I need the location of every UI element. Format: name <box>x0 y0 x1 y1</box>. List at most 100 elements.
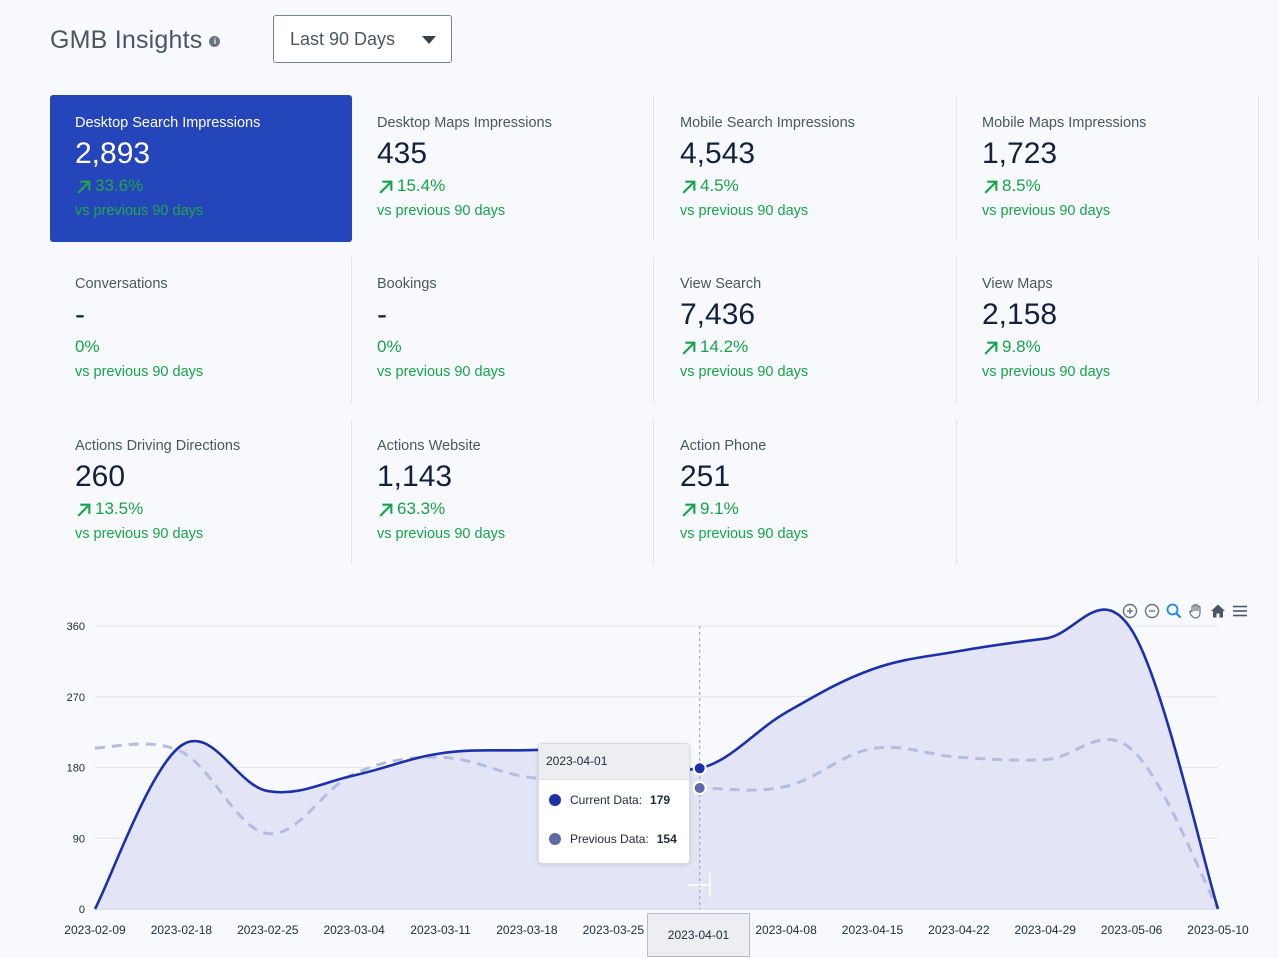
card-change: 14.2% <box>680 337 931 357</box>
card-change-value: 14.2% <box>700 337 749 356</box>
home-reset-icon[interactable] <box>1209 602 1227 620</box>
card-change: 9.8% <box>982 337 1233 357</box>
card-label: Action Phone <box>680 438 767 454</box>
metric-card-conversations[interactable]: Conversations - 0% vs previous 90 days <box>50 257 352 403</box>
page-title: GMB Insights <box>50 25 203 54</box>
metric-card-action-phone[interactable]: Action Phone 251 9.1% vs previous 90 days <box>655 419 957 565</box>
card-label: Desktop Search Impressions <box>75 115 261 131</box>
card-comparison-label: vs previous 90 days <box>680 203 809 219</box>
trend-up-arrow-icon <box>682 341 696 355</box>
trend-up-arrow-icon <box>379 503 393 517</box>
metric-card-view-search[interactable]: View Search 7,436 14.2% vs previous 90 days <box>655 257 957 403</box>
zoom-select-icon[interactable] <box>1165 602 1183 620</box>
card-change: 0% <box>377 337 628 357</box>
x-tick-label: 2023-04-08 <box>755 923 817 937</box>
x-tick-label: 2023-05-06 <box>1101 923 1163 937</box>
crosshair-x-label: 2023-04-01 <box>647 913 750 957</box>
card-value: 435 <box>377 137 428 170</box>
info-icon[interactable]: i <box>209 35 221 47</box>
date-range-select[interactable]: Last 90 Days <box>273 15 452 63</box>
tooltip-current-colon: : <box>638 792 643 807</box>
y-tick-label: 360 <box>67 621 85 633</box>
card-change: 63.3% <box>377 499 628 519</box>
card-comparison-label: vs previous 90 days <box>377 364 506 380</box>
card-label: Desktop Maps Impressions <box>377 115 552 131</box>
card-change-value: 8.5% <box>1002 176 1041 195</box>
metric-card-actions-website[interactable]: Actions Website 1,143 63.3% vs previous 90 … <box>352 419 654 565</box>
card-change-value: 9.1% <box>700 499 739 518</box>
card-change-value: 0% <box>75 337 100 356</box>
tooltip-current-name: Current Data <box>570 792 639 807</box>
y-tick-label: 0 <box>79 904 85 916</box>
tooltip-row-previous: Previous Data: 154 <box>539 819 689 858</box>
x-tick-label: 2023-04-15 <box>842 923 904 937</box>
card-value: - <box>75 298 85 331</box>
zoom-in-icon[interactable] <box>1121 602 1139 620</box>
card-change: 33.6% <box>75 176 327 196</box>
metric-card-desktop-maps-impressions[interactable]: Desktop Maps Impressions 435 15.4% vs previ… <box>352 95 654 241</box>
tooltip-previous-value: 154 <box>656 831 677 846</box>
card-change: 15.4% <box>377 176 628 196</box>
menu-icon[interactable] <box>1231 602 1249 620</box>
card-change-value: 0% <box>377 337 402 356</box>
trend-up-arrow-icon <box>682 503 696 517</box>
card-label: View Maps <box>982 276 1053 292</box>
x-tick-label: 2023-02-25 <box>237 923 299 937</box>
card-change: 4.5% <box>680 176 931 196</box>
page-header: GMB Insights i <box>50 14 221 66</box>
x-tick-label: 2023-02-09 <box>64 923 126 937</box>
card-change: 9.1% <box>680 499 931 519</box>
card-change-value: 4.5% <box>700 176 739 195</box>
card-label: Conversations <box>75 276 168 292</box>
caret-down-icon <box>422 36 436 44</box>
chart-toolbar <box>1121 602 1249 620</box>
tooltip-previous-name: Previous Data <box>570 831 646 846</box>
trend-up-arrow-icon <box>984 180 998 194</box>
x-tick-label: 2023-04-22 <box>928 923 990 937</box>
card-label: Mobile Maps Impressions <box>982 115 1147 131</box>
pan-hand-icon[interactable] <box>1187 602 1205 620</box>
x-tick-label: 2023-03-04 <box>323 923 385 937</box>
current-series-area <box>95 609 1218 909</box>
metric-card-mobile-maps-impressions[interactable]: Mobile Maps Impressions 1,723 8.5% vs previ… <box>957 95 1259 241</box>
card-label: Bookings <box>377 276 437 292</box>
card-value: 260 <box>75 460 126 493</box>
metric-card-view-maps[interactable]: View Maps 2,158 9.8% vs previous 90 days <box>957 257 1259 403</box>
tooltip-row-current: Current Data: 179 <box>539 780 689 819</box>
trend-up-arrow-icon <box>682 180 696 194</box>
metric-card-mobile-search-impressions[interactable]: Mobile Search Impressions 4,543 4.5% vs pre… <box>655 95 957 241</box>
chart-tooltip: 2023-04-01 Current Data: 179 Previous Da… <box>538 743 690 864</box>
card-comparison-label: vs previous 90 days <box>75 364 204 380</box>
metric-card-bookings[interactable]: Bookings - 0% vs previous 90 days <box>352 257 654 403</box>
trend-up-arrow-icon <box>984 341 998 355</box>
card-value: 4,543 <box>680 137 756 170</box>
metric-card-desktop-search-impressions[interactable]: Desktop Search Impressions 2,893 33.6% vs p… <box>50 95 352 242</box>
trend-up-arrow-icon <box>77 180 91 194</box>
card-label: Mobile Search Impressions <box>680 115 855 131</box>
card-value: 7,436 <box>680 298 756 331</box>
tooltip-current-value: 179 <box>650 792 671 807</box>
x-tick-label: 2023-02-18 <box>151 923 213 937</box>
card-label: Actions Website <box>377 438 481 454</box>
card-comparison-label: vs previous 90 days <box>982 364 1111 380</box>
y-tick-label: 180 <box>67 763 85 775</box>
x-tick-label: 2023-05-10 <box>1187 923 1249 937</box>
card-comparison-label: vs previous 90 days <box>377 526 506 542</box>
tooltip-date: 2023-04-01 <box>539 744 689 780</box>
x-tick-label: 2023-03-18 <box>496 923 558 937</box>
card-comparison-label: vs previous 90 days <box>377 203 506 219</box>
trend-up-arrow-icon <box>379 180 393 194</box>
card-value: 2,158 <box>982 298 1058 331</box>
zoom-out-icon[interactable] <box>1143 602 1161 620</box>
card-change-value: 9.8% <box>1002 337 1041 356</box>
x-tick-label: 2023-04-29 <box>1015 923 1077 937</box>
date-range-selected: Last 90 Days <box>290 28 396 49</box>
card-change-value: 33.6% <box>95 176 144 195</box>
card-comparison-label: vs previous 90 days <box>75 203 204 219</box>
x-tick-label: 2023-03-11 <box>410 923 471 937</box>
card-change-value: 15.4% <box>397 176 446 195</box>
card-change-value: 63.3% <box>397 499 446 518</box>
previous-point-marker <box>692 780 707 795</box>
current-point-marker <box>692 761 707 776</box>
metric-card-actions-driving-directions[interactable]: Actions Driving Directions 260 13.5% vs pre… <box>50 419 352 565</box>
